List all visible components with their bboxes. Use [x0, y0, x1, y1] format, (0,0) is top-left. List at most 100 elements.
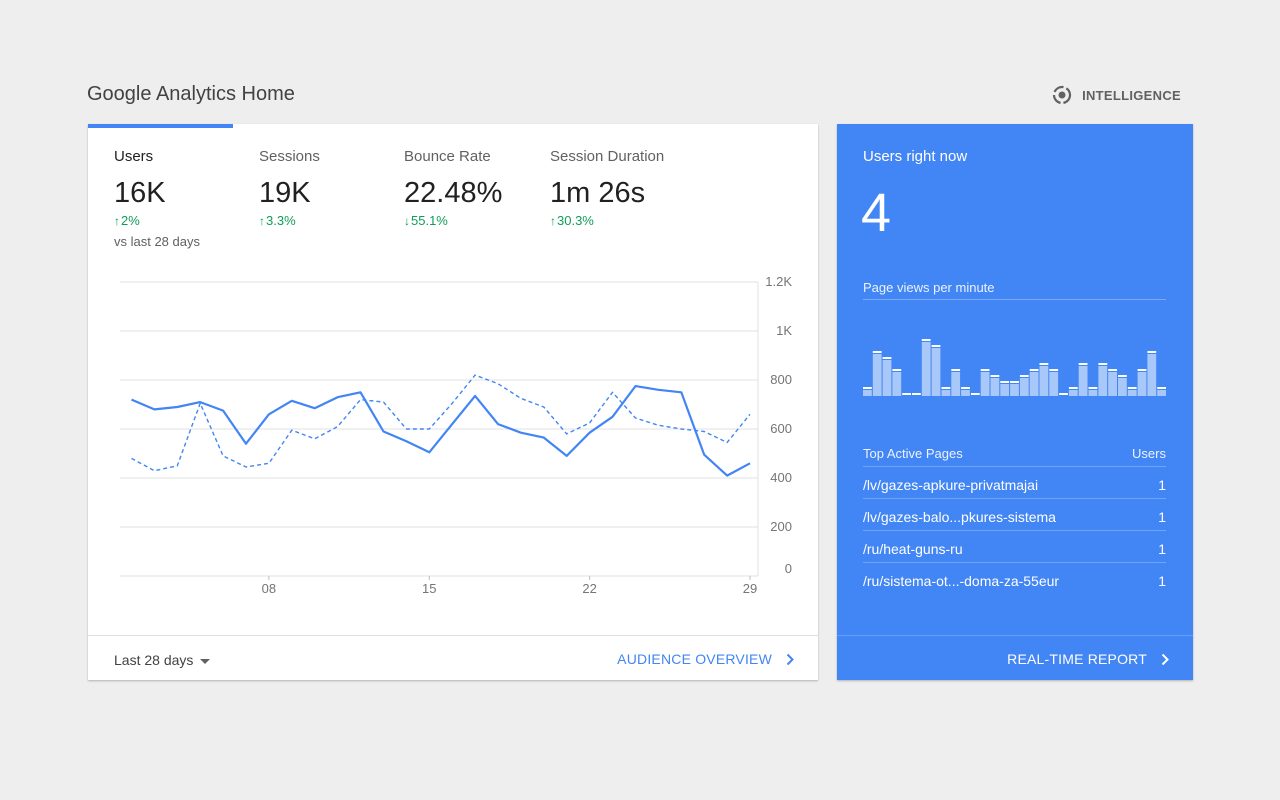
pageviews-bar: [941, 390, 951, 396]
metric-tab-users[interactable]: Users 16K ↑ 2% vs last 28 days: [88, 124, 233, 264]
pageviews-bar: [931, 348, 941, 396]
pageviews-bar: [1039, 366, 1049, 396]
page-header: Google Analytics Home INTELLIGENCE: [87, 78, 1193, 114]
intelligence-icon: [1052, 85, 1072, 105]
pageviews-bar: [951, 372, 961, 396]
metric-change-value: 30.3%: [557, 213, 594, 228]
pageviews-bar-cap: [1068, 387, 1078, 389]
pageviews-bar-cap: [902, 393, 911, 395]
realtime-report-label: REAL-TIME REPORT: [1007, 651, 1147, 667]
date-range-dropdown[interactable]: Last 28 days: [114, 652, 211, 668]
pageviews-bar-cap: [961, 387, 970, 389]
y-tick-label: 800: [770, 372, 792, 387]
pageviews-bar-cap: [1039, 363, 1049, 365]
pageviews-bar-cap: [1147, 351, 1157, 353]
page-users: 1: [1158, 541, 1166, 557]
metric-label: Sessions: [259, 148, 320, 165]
chevron-right-icon: [1161, 653, 1169, 665]
metric-label: Session Duration: [550, 148, 665, 165]
metric-change: ↑ 3.3%: [259, 213, 296, 228]
top-page-row[interactable]: /ru/heat-guns-ru 1: [863, 530, 1166, 562]
pageviews-bars-svg: [863, 339, 1166, 396]
pageviews-bar-cap: [921, 339, 931, 341]
pageviews-bar: [1157, 390, 1166, 396]
pageviews-bar: [872, 354, 882, 396]
metric-value: 1m 26s: [550, 177, 646, 209]
arrow-up-icon: ↑: [550, 213, 556, 228]
pageviews-bar-cap: [970, 393, 980, 395]
audience-overview-label: AUDIENCE OVERVIEW: [617, 651, 772, 667]
pageviews-bar-cap: [1137, 369, 1147, 371]
pageviews-bar: [1137, 372, 1147, 396]
pageviews-bar-cap: [1019, 375, 1029, 377]
pageviews-bar: [1019, 378, 1029, 396]
pageviews-bar-cap: [912, 393, 921, 395]
pageviews-bar-cap: [1049, 369, 1059, 371]
top-page-row[interactable]: /lv/gazes-balo...pkures-sistema 1: [863, 498, 1166, 530]
metric-change-value: 2%: [121, 213, 140, 228]
pageviews-bar-cap: [951, 369, 961, 371]
pageviews-bar-cap: [1088, 387, 1098, 389]
pageviews-bar: [1029, 372, 1039, 396]
metric-change: ↓ 55.1%: [404, 213, 448, 228]
pageviews-bar-cap: [1000, 381, 1010, 383]
pageviews-bar-chart: [863, 338, 1166, 403]
pageviews-bar: [1098, 366, 1108, 396]
metric-tab-sessions[interactable]: Sessions 19K ↑ 3.3%: [233, 124, 378, 264]
pageviews-bar: [1108, 372, 1117, 396]
top-pages-list: /lv/gazes-apkure-privatmajai 1/lv/gazes-b…: [863, 466, 1166, 594]
y-tick-label: 1.2K: [765, 274, 792, 289]
audience-overview-link[interactable]: AUDIENCE OVERVIEW: [617, 651, 794, 667]
pageviews-bar: [863, 390, 872, 396]
users-column-label: Users: [1132, 446, 1166, 461]
page-path: /ru/sistema-ot...-doma-za-55eur: [863, 573, 1060, 589]
pageviews-bar-cap: [1010, 381, 1019, 383]
y-tick-label: 400: [770, 470, 792, 485]
audience-card: Users 16K ↑ 2% vs last 28 days Sessions 19K ↑ 3.…: [88, 124, 818, 680]
arrow-down-icon: ↓: [404, 213, 410, 228]
top-page-row[interactable]: /ru/sistema-ot...-doma-za-55eur 1: [863, 562, 1166, 594]
pageviews-divider: [863, 299, 1166, 300]
pageviews-bar: [990, 378, 1000, 396]
pageviews-bar-cap: [1029, 369, 1039, 371]
page-title: Google Analytics Home: [87, 83, 295, 105]
pageviews-bar-cap: [1059, 393, 1068, 395]
comparison-label: vs last 28 days: [114, 234, 200, 249]
page-path: /lv/gazes-apkure-privatmajai: [863, 477, 1039, 493]
intelligence-button[interactable]: INTELLIGENCE: [1051, 84, 1181, 106]
pageviews-bar-cap: [892, 369, 902, 371]
pageviews-bar: [1049, 372, 1059, 396]
metric-tabs: Users 16K ↑ 2% vs last 28 days Sessions 19K ↑ 3.…: [88, 124, 818, 264]
pageviews-bar: [892, 372, 902, 396]
top-page-row[interactable]: /lv/gazes-apkure-privatmajai 1: [863, 466, 1166, 498]
realtime-card-footer: REAL-TIME REPORT: [837, 635, 1193, 680]
arrow-up-icon: ↑: [114, 213, 120, 228]
pageviews-bar-cap: [941, 387, 951, 389]
realtime-user-count: 4: [861, 183, 892, 243]
metric-tab-session-duration[interactable]: Session Duration 1m 26s ↑ 30.3%: [524, 124, 669, 264]
y-tick-label: 0: [785, 561, 792, 576]
realtime-report-link[interactable]: REAL-TIME REPORT: [1007, 651, 1169, 667]
pageviews-bar-cap: [882, 357, 892, 359]
x-tick-label: 29: [743, 581, 757, 594]
pageviews-bar: [1127, 390, 1137, 396]
pageviews-bar: [980, 372, 990, 396]
pageviews-label: Page views per minute: [863, 280, 995, 295]
top-pages-label: Top Active Pages: [863, 446, 963, 461]
metric-change-value: 55.1%: [411, 213, 448, 228]
pageviews-bar: [961, 390, 970, 396]
metric-change-value: 3.3%: [266, 213, 296, 228]
metric-value: 16K: [114, 177, 166, 209]
pageviews-bar-cap: [1127, 387, 1137, 389]
pageviews-bar-cap: [1078, 363, 1088, 365]
page-users: 1: [1158, 509, 1166, 525]
metric-value: 22.48%: [404, 177, 503, 209]
metric-label: Bounce Rate: [404, 148, 491, 165]
metric-tab-bounce-rate[interactable]: Bounce Rate 22.48% ↓ 55.1%: [378, 124, 523, 264]
metric-change: ↑ 2%: [114, 213, 140, 228]
page-users: 1: [1158, 573, 1166, 589]
page-path: /lv/gazes-balo...pkures-sistema: [863, 509, 1056, 525]
pageviews-bar: [921, 342, 931, 396]
realtime-card: Users right now 4 Page views per minute …: [837, 124, 1193, 680]
